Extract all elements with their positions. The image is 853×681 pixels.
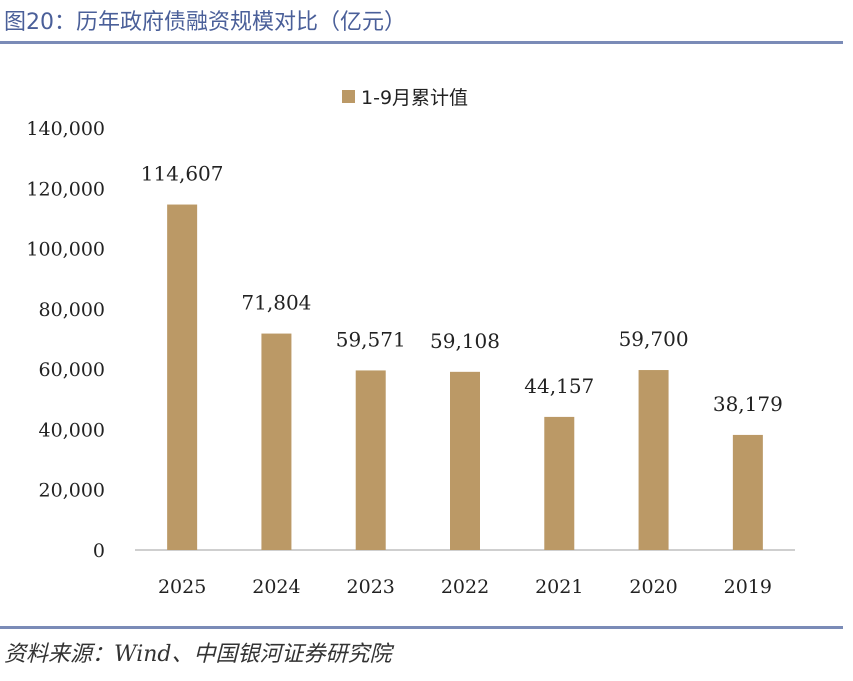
x-tick-label: 2023 [347, 576, 395, 598]
figure-title: 图20：历年政府债融资规模对比（亿元） [4, 10, 406, 35]
legend-label: 1-9月累计值 [361, 87, 468, 109]
y-tick-label: 80,000 [39, 299, 105, 321]
x-tick-label: 2022 [441, 576, 489, 598]
bar-2022 [450, 371, 480, 550]
y-tick-label: 20,000 [39, 480, 105, 502]
bar-chart: 0 20,000 40,000 60,000 80,000 100,000 120,000 1… [26, 87, 795, 598]
bar-2024 [261, 333, 292, 550]
x-tick-label: 2021 [535, 576, 583, 598]
data-label: 59,700 [619, 327, 689, 351]
data-label: 59,571 [336, 327, 406, 351]
data-label: 71,804 [241, 291, 311, 315]
bar-2020 [638, 370, 669, 550]
footer-rule [0, 626, 843, 629]
y-tick-label: 120,000 [26, 178, 105, 200]
data-label: 114,607 [141, 162, 224, 186]
bar-2019 [732, 434, 763, 550]
bar-2023 [355, 370, 386, 550]
x-tick-label: 2024 [252, 576, 300, 598]
data-label: 38,179 [713, 392, 783, 416]
y-tick-label: 40,000 [39, 419, 105, 441]
header-rule [0, 41, 843, 44]
x-tick-label: 2020 [629, 576, 677, 598]
y-tick-label: 60,000 [39, 359, 105, 381]
source-note: 资料来源：Wind、中国银河证券研究院 [4, 642, 392, 667]
y-tick-label: 0 [93, 540, 105, 562]
y-tick-label: 100,000 [26, 239, 105, 261]
data-label: 44,157 [524, 374, 594, 398]
legend-swatch [342, 90, 355, 103]
bar-2025 [167, 204, 198, 551]
data-label: 59,108 [430, 329, 500, 353]
y-tick-label: 140,000 [26, 118, 105, 140]
bar-2021 [544, 416, 575, 550]
x-tick-label: 2025 [158, 576, 206, 598]
x-tick-label: 2019 [724, 576, 772, 598]
